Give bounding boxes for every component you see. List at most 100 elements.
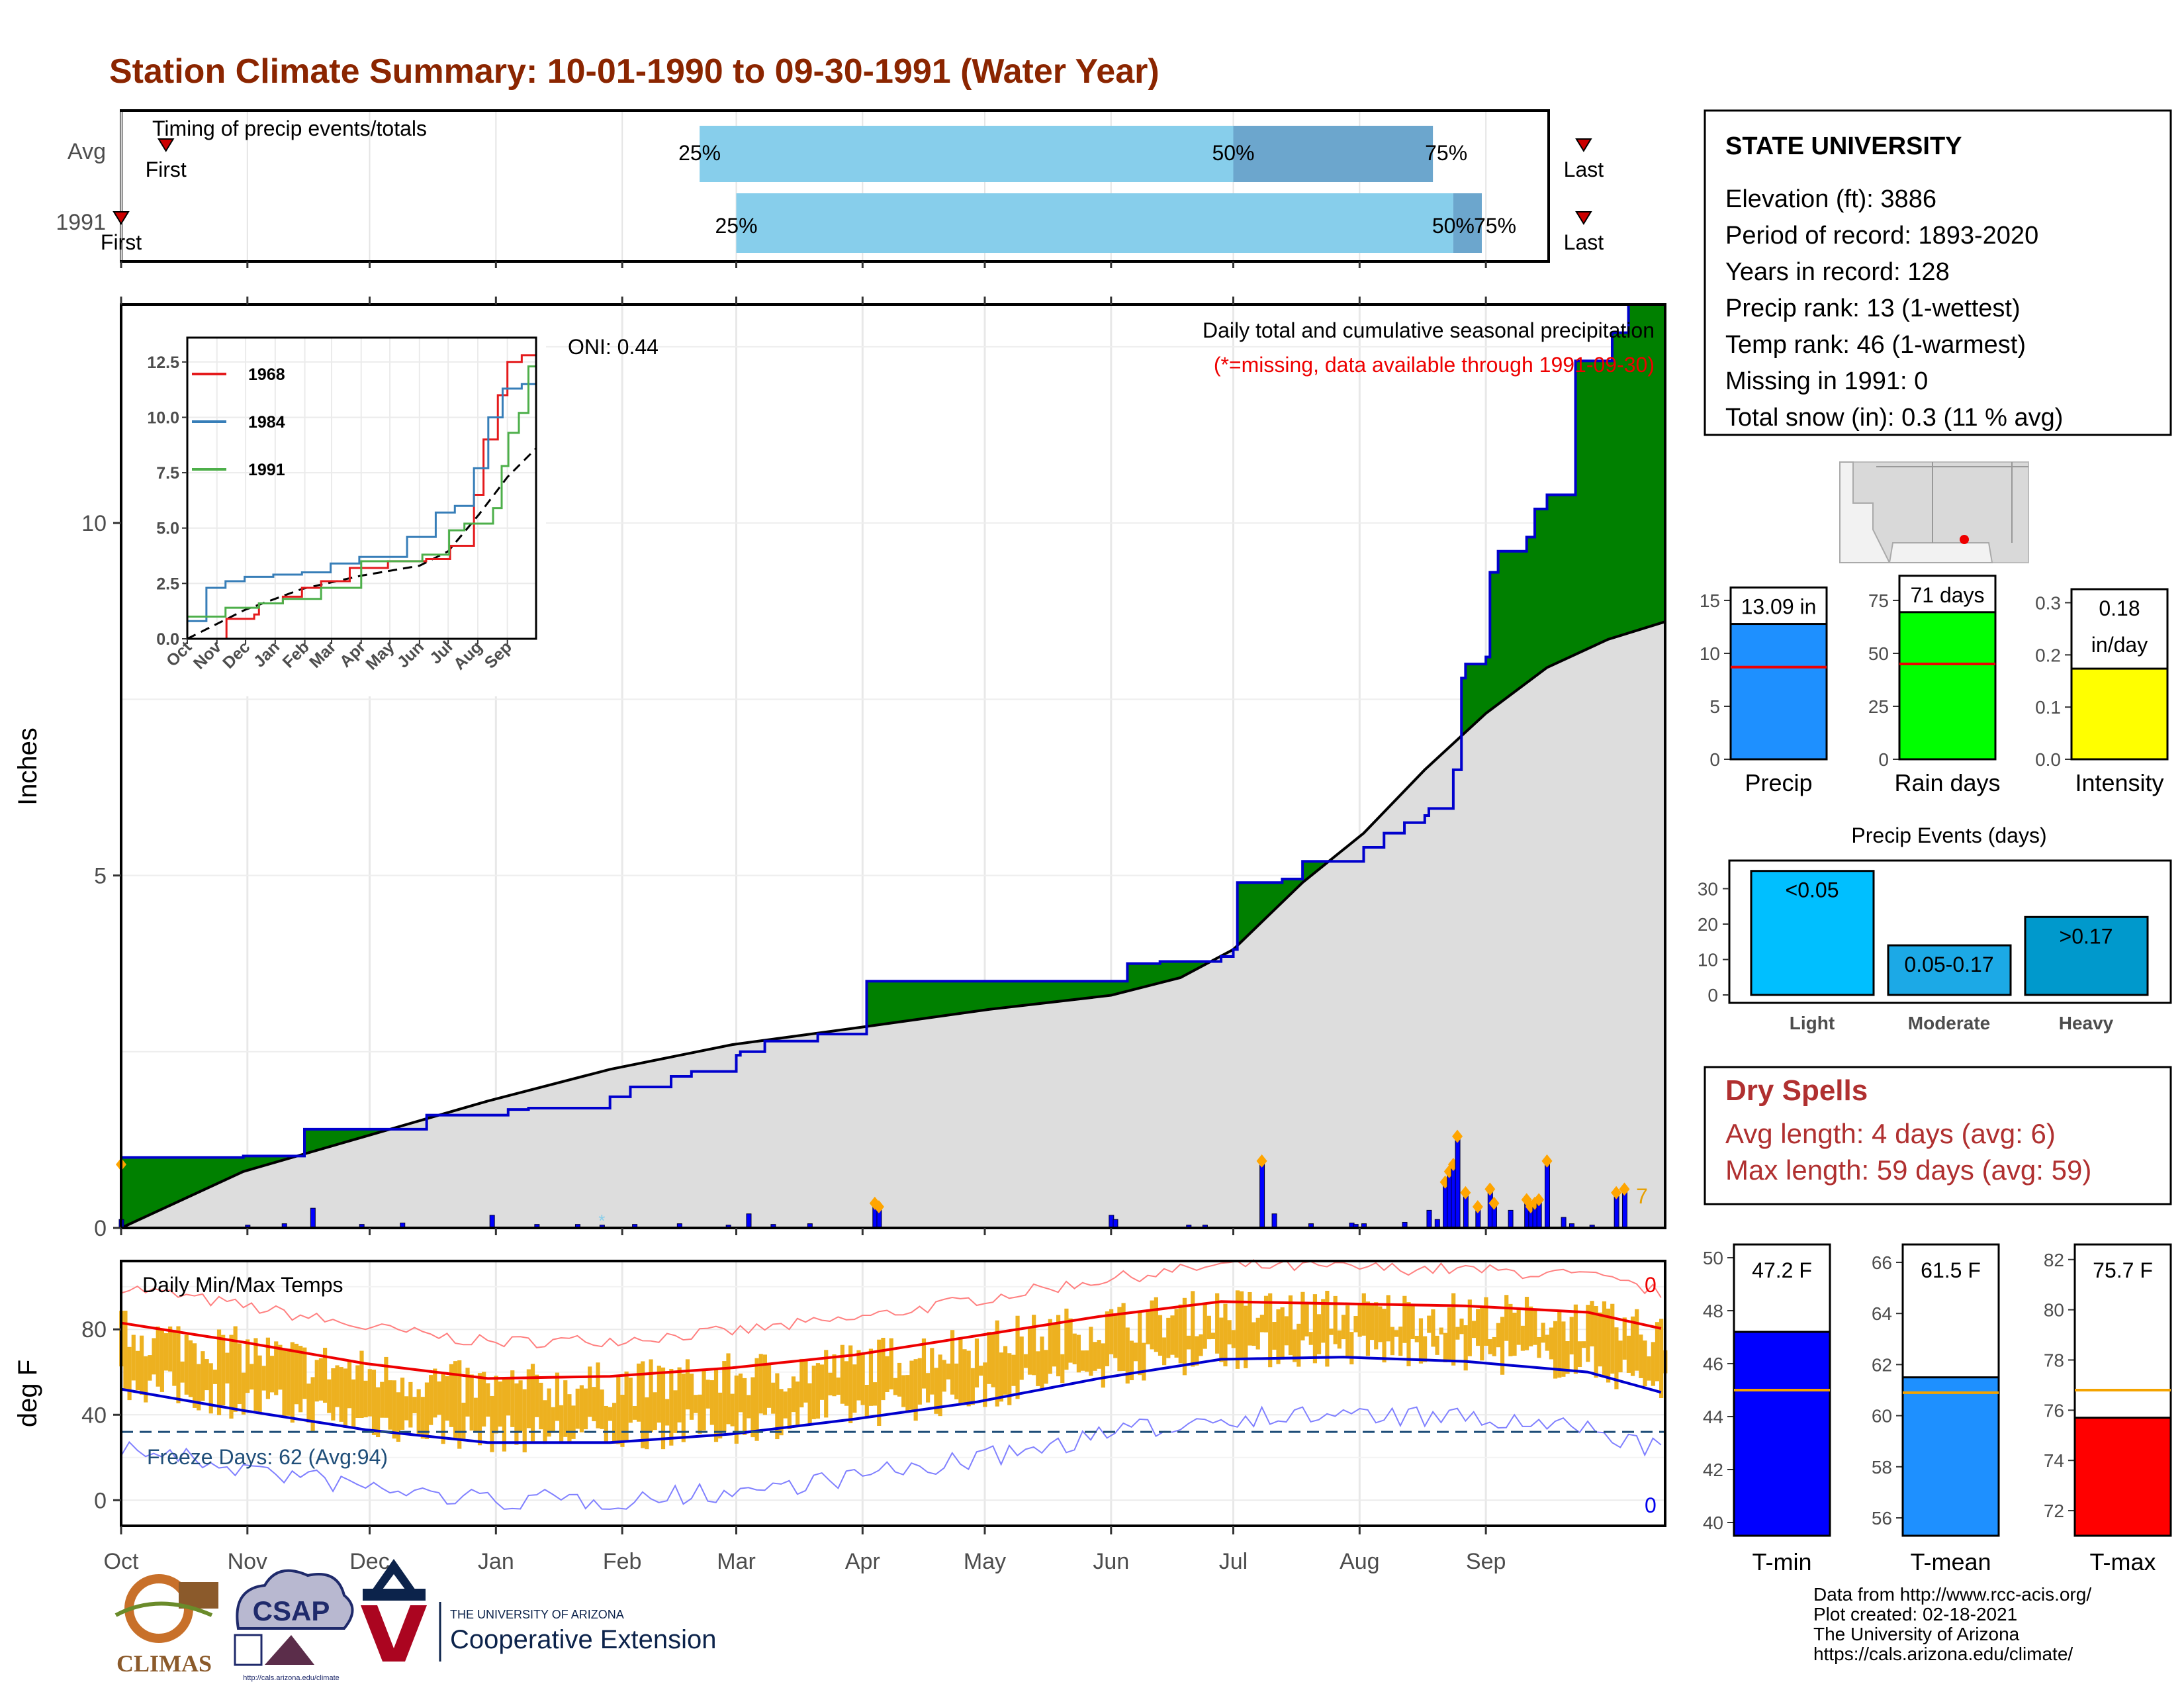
timing-last-label: Last <box>1564 230 1604 254</box>
daily-temp-bar <box>253 1338 258 1411</box>
daily-temp-bar <box>1056 1315 1061 1377</box>
daily-temp-bar <box>168 1326 173 1372</box>
events-category-label: Heavy <box>2059 1013 2114 1033</box>
inset-y-tick-label: 7.5 <box>156 464 179 483</box>
precip-events-chart: Precip Events (days) 0 10 20 30 <0.05 Light 0.… <box>1698 823 2172 1033</box>
events-y-tick-label: 10 <box>1698 949 1718 970</box>
bar-value-label: 0.18 <box>2099 596 2140 620</box>
daily-temp-bar <box>331 1368 336 1421</box>
events-y-tick-label: 30 <box>1698 878 1718 899</box>
daily-temp-bar <box>335 1365 340 1407</box>
daily-temp-bar <box>1272 1322 1277 1350</box>
daily-temp-bar <box>148 1355 152 1381</box>
daily-temp-bar <box>1293 1329 1297 1362</box>
csap-logo: CSAP http://cals.arizona.edu/climate <box>234 1569 354 1682</box>
daily-temp-bar <box>1064 1308 1069 1370</box>
daily-temp-bar <box>1011 1354 1016 1386</box>
daily-temp-bar <box>197 1364 201 1411</box>
daily-temp-bar <box>1602 1301 1607 1378</box>
daily-temp-bar <box>1158 1315 1163 1356</box>
daily-temp-bar <box>600 1389 604 1429</box>
daily-temp-bar <box>1341 1315 1346 1340</box>
station-info-line: Period of record: 1893-2020 <box>1725 222 2038 250</box>
daily-temp-bar <box>445 1376 449 1421</box>
daily-temp-bar <box>1085 1350 1089 1372</box>
daily-temp-bar <box>632 1405 637 1420</box>
daily-temp-bar <box>718 1392 723 1439</box>
missing-note: (*=missing, data available through 1991-… <box>1214 353 1655 377</box>
daily-temp-bar <box>930 1348 934 1395</box>
daily-temp-bar <box>844 1361 849 1406</box>
daily-temp-bar <box>579 1385 584 1432</box>
daily-temp-bar <box>1333 1295 1338 1344</box>
credit-line: https://cals.arizona.edu/climate/ <box>1813 1644 2073 1664</box>
daily-temp-bar <box>1206 1315 1211 1340</box>
daily-temp-bar <box>282 1348 287 1417</box>
daily-temp-bar <box>123 1311 128 1390</box>
bar-category-label: Precip <box>1745 769 1812 796</box>
daily-temp-bar <box>694 1395 698 1413</box>
station-name: STATE UNIVERSITY <box>1725 132 1962 160</box>
daily-temp-bar <box>779 1389 784 1436</box>
daily-temp-bar <box>1027 1327 1032 1375</box>
record-low-line <box>120 1405 1662 1510</box>
temperature-count-bottom: 0 <box>1645 1493 1657 1517</box>
daily-temp-bar <box>229 1335 234 1419</box>
daily-temp-bar <box>917 1358 922 1405</box>
daily-precip-bar <box>1271 1213 1277 1229</box>
daily-temp-bar <box>152 1338 156 1375</box>
daily-temp-bar <box>1398 1327 1403 1356</box>
temp-bar-value-label: 61.5 F <box>1921 1258 1981 1282</box>
daily-temp-bar <box>1223 1303 1228 1367</box>
daily-temp-bar <box>1390 1327 1394 1356</box>
daily-temp-bar <box>832 1354 837 1397</box>
daily-temp-bar <box>995 1320 999 1407</box>
daily-temp-bar <box>269 1356 275 1393</box>
daily-temp-bar <box>1349 1332 1354 1365</box>
daily-temp-bar <box>233 1326 238 1412</box>
daily-temp-bar <box>1386 1295 1390 1342</box>
daily-temp-bar <box>1248 1291 1252 1346</box>
daily-temp-bar <box>677 1367 682 1423</box>
daily-temp-bar <box>583 1388 588 1430</box>
daily-temp-bar <box>1423 1336 1428 1362</box>
daily-temp-bar <box>1146 1310 1150 1344</box>
daily-temp-bar <box>726 1353 731 1425</box>
daily-temp-bar <box>1210 1333 1216 1339</box>
precip-1991-line <box>121 303 1665 1159</box>
daily-temp-bar <box>1105 1311 1110 1366</box>
daily-temp-bar <box>747 1395 751 1419</box>
temp-bar-category-label: T-mean <box>1910 1548 1991 1575</box>
daily-temp-bar <box>290 1342 295 1423</box>
timing-bar-late-1991 <box>1453 193 1482 253</box>
bar-y-tick-label: 5 <box>1709 696 1720 717</box>
daily-temp-bar <box>457 1360 462 1449</box>
daily-temp-bar <box>1166 1317 1171 1358</box>
daily-precip-bar <box>746 1213 752 1229</box>
temp-bar-y-tick-label: 80 <box>2044 1300 2064 1321</box>
daily-temp-bar <box>1492 1336 1496 1356</box>
events-y-tick-label: 20 <box>1698 914 1718 935</box>
daily-temp-bar <box>758 1354 763 1414</box>
temp-bar-y-tick-label: 62 <box>1872 1354 1892 1375</box>
daily-temp-bar <box>1170 1315 1175 1355</box>
bar-y-tick-label: 75 <box>1868 590 1889 611</box>
daily-temp-bar <box>127 1346 132 1401</box>
station-info-line: Years in record: 128 <box>1725 258 1950 286</box>
daily-temp-bar <box>974 1338 979 1387</box>
temp-bar-y-tick-label: 64 <box>1872 1303 1892 1324</box>
daily-temp-bar <box>1545 1335 1549 1351</box>
bar-y-tick-label: 25 <box>1868 696 1889 717</box>
daily-temp-bar <box>424 1382 430 1440</box>
daily-temp-bar <box>1280 1307 1285 1360</box>
daily-temp-bar <box>596 1362 600 1429</box>
daily-temp-bar <box>1308 1332 1313 1345</box>
temp-bar-y-tick-label: 40 <box>1703 1513 1723 1533</box>
daily-temp-bar <box>144 1356 148 1403</box>
inset-line-1984 <box>187 383 537 622</box>
daily-temp-bar <box>453 1361 458 1439</box>
daily-temp-bar <box>1484 1297 1488 1346</box>
temp-bar-y-tick-label: 44 <box>1703 1407 1723 1427</box>
daily-temp-bar <box>1626 1335 1631 1373</box>
